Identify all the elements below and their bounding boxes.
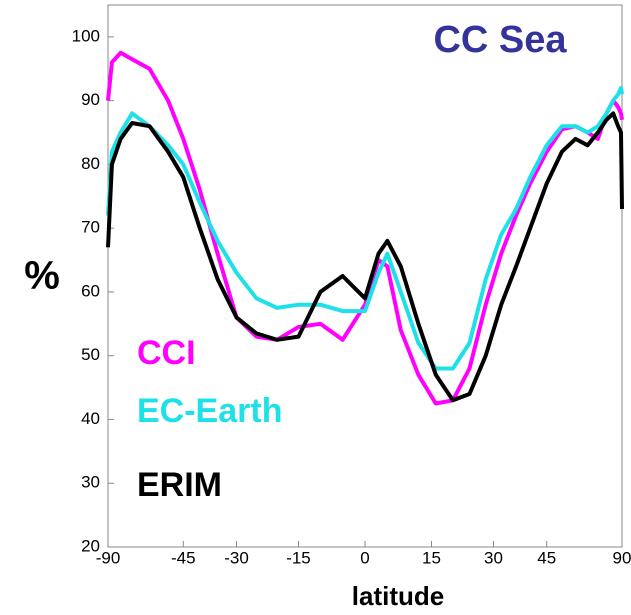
plot-frame: [107, 4, 623, 548]
x-tick-label: -15: [286, 548, 311, 567]
x-tick-label: -90: [96, 548, 121, 567]
legend-entry: CCI: [137, 334, 196, 372]
y-tick-label: 100: [72, 26, 100, 45]
data-line: [106, 111, 624, 403]
y-tick-label: 80: [81, 154, 100, 173]
legend-entry: ERIM: [137, 466, 222, 504]
x-tick-label: -45: [171, 548, 196, 567]
y-tick-label: 60: [81, 281, 100, 300]
y-tick-label: 30: [81, 473, 100, 492]
x-axis-label: latitude: [352, 581, 444, 611]
x-tick-label: 15: [422, 548, 441, 567]
x-tick-label: 90: [613, 548, 631, 567]
x-tick-label: -30: [224, 548, 249, 567]
y-tick-label: 40: [81, 409, 100, 428]
x-tick-label: 45: [537, 548, 556, 567]
x-tick-label: 0: [360, 548, 369, 567]
chart-title: CC Sea: [433, 19, 567, 61]
y-tick-label: 70: [81, 218, 100, 237]
data-line: [106, 85, 624, 371]
legend-entry: EC-Earth: [137, 392, 282, 430]
y-tick-label: 90: [81, 90, 100, 109]
y-tick-label: 50: [81, 345, 100, 364]
y-tick-label: 20: [81, 536, 100, 555]
x-tick-label: 30: [484, 548, 503, 567]
y-axis-label: %: [24, 254, 60, 298]
